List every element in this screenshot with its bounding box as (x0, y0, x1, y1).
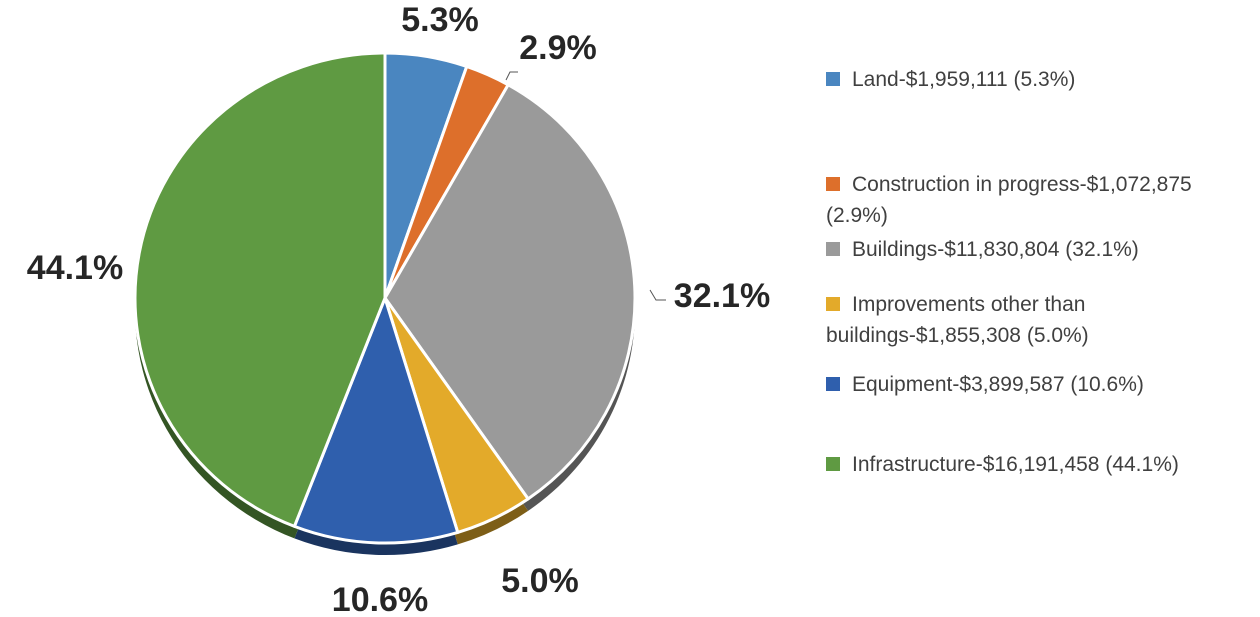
legend-label: Equipment-$3,899,587 (10.6%) (852, 373, 1144, 396)
legend-label: Buildings-$11,830,804 (32.1%) (852, 238, 1139, 261)
legend-swatch (826, 242, 840, 256)
legend-swatch (826, 177, 840, 191)
data-label: 32.1% (674, 277, 770, 315)
leader-line (505, 71, 518, 81)
data-label: 44.1% (27, 249, 123, 287)
legend-swatch (826, 297, 840, 311)
legend-item: Infrastructure-$16,191,458 (44.1%) (826, 449, 1246, 480)
leader-line (649, 289, 666, 301)
pie (133, 51, 637, 555)
legend-swatch (826, 457, 840, 471)
data-label: 10.6% (332, 581, 428, 617)
legend-label: Infrastructure-$16,191,458 (44.1%) (852, 453, 1179, 476)
legend-label: Construction in progress-$1,072,875 (2.9… (826, 173, 1192, 227)
legend-item: Buildings-$11,830,804 (32.1%) (826, 234, 1246, 265)
data-label: 5.0% (501, 562, 579, 600)
legend-label: Improvements other than buildings-$1,855… (826, 293, 1089, 347)
legend-item: Construction in progress-$1,072,875 (2.9… (826, 169, 1246, 231)
legend-item: Equipment-$3,899,587 (10.6%) (826, 369, 1246, 400)
legend-item: Land-$1,959,111 (5.3%) (826, 64, 1246, 95)
data-label: 5.3% (401, 1, 479, 39)
legend-label: Land-$1,959,111 (5.3%) (852, 68, 1076, 91)
slice (133, 51, 387, 528)
slice (383, 83, 637, 501)
data-label: 2.9% (519, 29, 597, 67)
legend-swatch (826, 377, 840, 391)
slice (292, 296, 460, 545)
legend-swatch (826, 72, 840, 86)
legend-item: Improvements other than buildings-$1,855… (826, 289, 1246, 351)
